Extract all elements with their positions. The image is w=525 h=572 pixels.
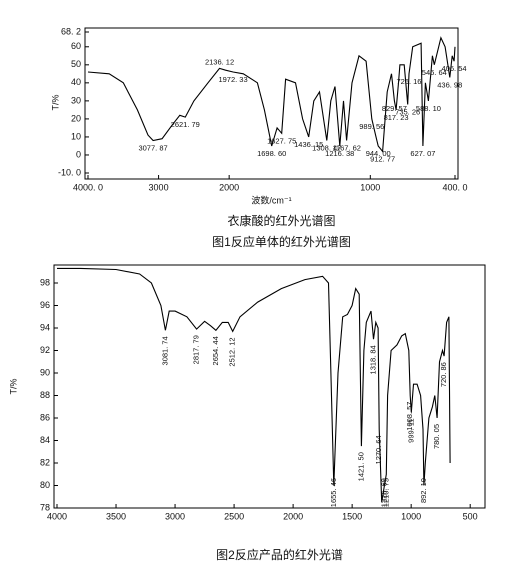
y-axis-label: T/% [50, 94, 60, 110]
peak-label: 588. 10 [416, 104, 441, 113]
peak-label: 1270. 64 [374, 435, 383, 464]
peak-label: 3081. 74 [160, 336, 169, 365]
x-tick-label: 4000. 0 [73, 182, 103, 192]
peak-label: 2817. 79 [192, 335, 201, 364]
peak-label: 944. 00 [366, 149, 391, 158]
peak-label: 1698. 60 [257, 149, 286, 158]
y-tick-label: 30 [71, 95, 81, 105]
peak-label: 1436. 15 [294, 140, 323, 149]
peak-label: 406. 54 [442, 64, 467, 73]
peak-label: 989. 56 [359, 122, 384, 131]
peak-label: 780. 05 [432, 424, 441, 449]
y-tick-label: 86 [40, 412, 50, 422]
x-tick-label: 2000 [283, 511, 303, 521]
x-tick-label: 4000 [47, 511, 67, 521]
peak-label: 1308. 47 [312, 144, 341, 153]
y-tick-label: 50 [71, 59, 81, 69]
x-tick-label: 2000 [219, 182, 239, 192]
y-tick-label: 10 [71, 131, 81, 141]
peak-label: 546. 64 [422, 68, 447, 77]
spectrum-line [87, 36, 456, 153]
peak-label: 892. 10 [419, 478, 428, 503]
x-tick-label: 400. 0 [442, 182, 467, 192]
y-tick-label: 20 [71, 113, 81, 123]
y-tick-label: 88 [40, 390, 50, 400]
peak-label: 3077. 87 [138, 144, 167, 153]
peak-label: 735. 26 [395, 107, 420, 116]
y-axis-label: T/% [8, 378, 18, 394]
y-tick-label: 80 [40, 480, 50, 490]
x-tick-label: 1500 [342, 511, 362, 521]
peak-label: 2512. 12 [228, 337, 237, 366]
peak-label: 726. 16 [396, 77, 421, 86]
y-tick-label: 94 [40, 322, 50, 332]
peak-label: 999. 11 [406, 418, 415, 442]
x-tick-label: 500 [463, 511, 478, 521]
y-tick-label: 90 [40, 367, 50, 377]
peak-label: 1210. 75 [381, 478, 390, 507]
y-tick-label: -10. 0 [58, 167, 81, 177]
y-tick-label: 68. 2 [61, 26, 81, 36]
peak-label: 1226. 69 [379, 478, 388, 507]
y-tick-label: 78 [40, 502, 50, 512]
y-tick-label: 60 [71, 41, 81, 51]
y-tick-label: 40 [71, 77, 81, 87]
figure-caption: 图1反应单体的红外光谱图 [212, 234, 351, 249]
peak-label: 1216. 38 [325, 149, 354, 158]
spectrum-line [57, 267, 451, 503]
figure-caption: 衣康酸的红外光谱图 [227, 213, 335, 228]
peak-label: 2654. 44 [211, 336, 220, 365]
plot-frame [53, 264, 486, 509]
x-tick-label: 1000 [360, 182, 380, 192]
peak-label: 2621. 79 [171, 120, 200, 129]
figure-caption: 图2反应产品的红外光谱 [216, 547, 343, 562]
peak-label: 627. 07 [410, 149, 435, 158]
plot-frame [84, 27, 459, 180]
peak-label: 829. 57 [382, 104, 407, 113]
peak-label: 912. 77 [370, 154, 395, 163]
y-tick-label: 92 [40, 345, 50, 355]
peak-label: 1421. 50 [356, 452, 365, 481]
x-tick-label: 3500 [106, 511, 126, 521]
y-tick-label: 96 [40, 300, 50, 310]
peak-label: 1167. 62 [332, 144, 361, 153]
y-tick-label: 0 [76, 149, 81, 159]
y-tick-label: 84 [40, 435, 50, 445]
peak-label: 720. 86 [439, 362, 448, 387]
peak-label: 1008. 57 [405, 402, 414, 431]
peak-label: 1655. 46 [329, 478, 338, 507]
x-tick-label: 3000 [165, 511, 185, 521]
peak-label: 1972. 33 [218, 75, 247, 84]
peak-label: 1627. 75 [267, 136, 296, 145]
peak-label: 2136. 12 [205, 57, 234, 66]
peak-label: 1318. 84 [369, 345, 378, 374]
x-axis-label: 波数/cm⁻¹ [251, 194, 291, 205]
x-tick-label: 1000 [401, 511, 421, 521]
y-tick-label: 82 [40, 457, 50, 467]
x-tick-label: 2500 [224, 511, 244, 521]
peak-label: 817. 23 [384, 113, 409, 122]
peak-label: 436. 98 [437, 80, 462, 89]
x-tick-label: 3000 [149, 182, 169, 192]
y-tick-label: 98 [40, 277, 50, 287]
